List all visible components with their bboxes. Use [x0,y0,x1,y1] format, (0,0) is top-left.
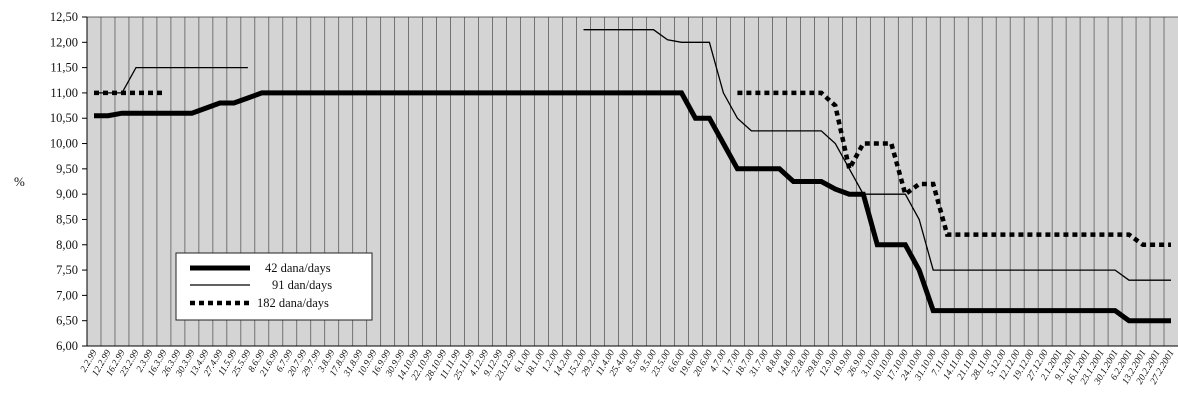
series-line-91 [94,66,248,94]
y-axis-label: % [14,174,25,189]
y-tick-label: 8,00 [56,238,78,252]
legend-box [175,252,373,321]
y-tick-label: 7,00 [56,288,78,302]
y-tick-label: 7,50 [56,263,78,277]
y-tick-label: 9,00 [56,187,78,201]
y-tick-label: 6,00 [56,339,78,353]
x-axis: 2.2.9912.2.9916.2.9923.2.992.3.9916.3.99… [79,348,1177,387]
y-tick-label: 12,50 [50,10,78,24]
legend-label-91: 91 dan/days [272,278,332,292]
y-tick-label: 9,50 [56,162,78,176]
legend-label-42: 42 dana/days [265,261,331,275]
series-group [94,29,1171,324]
series-line-42 [94,90,1171,324]
y-tick-label: 10,00 [50,137,78,151]
y-tick-label: 11,00 [50,86,78,100]
legend-label-182: 182 dana/days [257,296,329,310]
y-tick-label: 8,50 [56,212,78,226]
y-tick-label: 11,50 [50,61,78,75]
legend: 42 dana/days 91 dan/days 182 dana/days [175,252,373,321]
series-line-91 [583,29,1171,281]
y-tick-label: 10,50 [50,111,78,125]
y-tick-label: 6,50 [56,314,78,328]
series-line-182 [737,90,1171,248]
y-axis: 6,00 6,50 7,00 7,50 8,00 8,50 9,00 9,50 10,00 10,… [50,10,87,353]
y-tick-label: 12,00 [50,35,78,49]
